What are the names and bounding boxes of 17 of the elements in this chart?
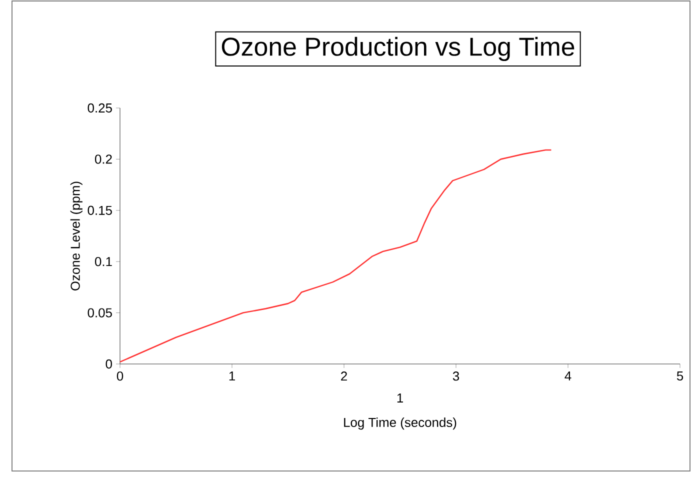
- y-axis-title: Ozone Level (ppm): [70, 182, 82, 290]
- y-tick-label: 0.05: [88, 308, 112, 318]
- x-tick-label: 3: [452, 372, 460, 381]
- x-tick-label: 2: [341, 372, 347, 381]
- y-tick-label: 0: [106, 359, 112, 369]
- text: 1: [397, 394, 403, 402]
- y-tick-label: 0.1: [94, 257, 112, 266]
- line-series: [119, 149, 552, 363]
- chart-title: Ozone Production vs Log Time: [222, 36, 574, 62]
- x-tick-label: 1: [229, 372, 235, 380]
- y-tick-label: 0.15: [88, 206, 112, 215]
- x-tick-label: 4: [564, 372, 572, 380]
- x-tick-label: 5: [676, 372, 684, 381]
- y-tick-label: 0.25: [88, 103, 112, 113]
- x-axis-title: Log Time (seconds): [344, 418, 456, 430]
- y-tick-label: 0.2: [94, 154, 112, 164]
- x-tick-label: 0: [116, 372, 124, 381]
